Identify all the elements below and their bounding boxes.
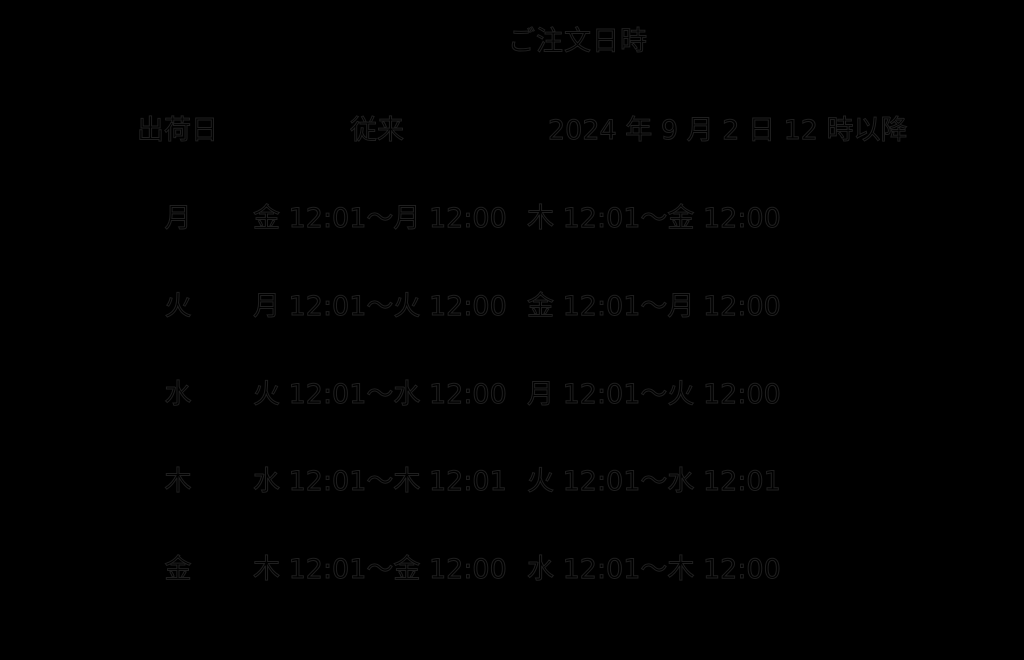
- table-row: 水 火 12:01～水 12:00 月 12:01～火 12:00: [0, 379, 1024, 412]
- cell-conventional: 水 12:01～木 12:01: [253, 466, 508, 497]
- table-row: 金 木 12:01～金 12:00 水 12:01～木 12:00: [0, 554, 1024, 587]
- cell-new-schedule: 月 12:01～火 12:00: [527, 379, 782, 410]
- column-header-ship-day: 出荷日: [137, 115, 219, 146]
- page-title: ご注文日時: [508, 26, 648, 57]
- cell-ship-day: 月: [164, 203, 192, 234]
- table-row: 火 月 12:01～火 12:00 金 12:01～月 12:00: [0, 291, 1024, 324]
- column-header-conventional: 従来: [350, 115, 405, 146]
- cell-ship-day: 水: [164, 379, 192, 410]
- table-row: 木 水 12:01～木 12:01 火 12:01～水 12:01: [0, 466, 1024, 499]
- cell-ship-day: 金: [164, 554, 192, 585]
- table-row: 月 金 12:01～月 12:00 木 12:01～金 12:00: [0, 203, 1024, 236]
- cell-conventional: 火 12:01～水 12:00: [253, 379, 508, 410]
- cell-ship-day: 木: [164, 466, 192, 497]
- cell-new-schedule: 金 12:01～月 12:00: [527, 291, 782, 322]
- cell-new-schedule: 火 12:01～水 12:01: [527, 466, 782, 497]
- cell-ship-day: 火: [164, 291, 192, 322]
- cell-conventional: 木 12:01～金 12:00: [253, 554, 508, 585]
- cell-conventional: 金 12:01～月 12:00: [253, 203, 508, 234]
- cell-new-schedule: 水 12:01～木 12:00: [527, 554, 782, 585]
- column-header-new-schedule: 2024 年 9 月 2 日 12 時以降: [548, 115, 909, 146]
- cell-conventional: 月 12:01～火 12:00: [253, 291, 508, 322]
- cell-new-schedule: 木 12:01～金 12:00: [527, 203, 782, 234]
